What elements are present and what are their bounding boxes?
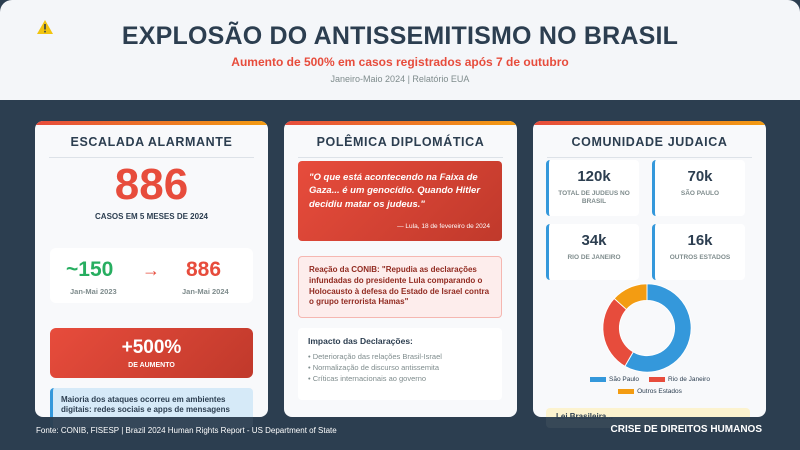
warning-icon — [37, 20, 53, 34]
legend-entry: Outros Estados — [618, 388, 682, 395]
legend-swatch — [618, 388, 635, 394]
report-period: Janeiro-Maio 2024 | Relatório EUA — [330, 74, 470, 84]
cases-2023-value: ~150 — [66, 258, 114, 281]
increase-value: +500% — [121, 337, 182, 358]
list-item: • Normalização de discurso antissemita — [308, 362, 440, 372]
stat-sao-paulo: 70k SÃO PAULO — [652, 160, 745, 216]
chart-legend: São Paulo Rio de Janeiro Outros Estados — [545, 376, 755, 400]
impact-title: Impacto das Declarações: — [308, 336, 413, 346]
legend-label: Rio de Janeiro — [668, 376, 710, 383]
increase-label: DE AUMENTO — [128, 362, 175, 369]
stat-outros: 16k OUTROS ESTADOS — [652, 224, 745, 280]
list-item: • Deterioração das relações Brasil-Israe… — [308, 352, 442, 361]
stat-value: 120k — [577, 168, 611, 185]
lula-quote: "O que está acontecendo na Faixa de Gaza… — [298, 161, 502, 241]
footer-tag: CRISE DE DIREITOS HUMANOS — [610, 424, 763, 435]
footer: Fonte: CONIB, FISESP | Brazil 2024 Human… — [14, 417, 786, 444]
card-accent-bar — [35, 121, 268, 125]
arrow-right-icon: → — [142, 260, 160, 280]
header: EXPLOSÃO DO ANTISSEMITISMO NO BRASIL Aum… — [0, 0, 800, 100]
divider — [49, 157, 254, 158]
cases-2024-label: Jan-Mai 2024 — [182, 287, 229, 296]
card-heading: ESCALADA ALARMANTE — [70, 135, 233, 149]
stat-total: 120k TOTAL DE JUDEUS NO BRASIL — [546, 160, 639, 216]
stat-value: 16k — [687, 232, 713, 249]
impact-box: Impacto das Declarações: • Deterioração … — [298, 328, 502, 400]
quote-text: "O que está acontecendo na Faixa de Gaza… — [309, 172, 481, 210]
page-subtitle: Aumento de 500% em casos registrados apó… — [231, 55, 569, 69]
donut-slice-outros-estados — [613, 283, 648, 311]
list-item: • Críticas internacionais ao governo — [308, 373, 427, 383]
donut-slice-rio-de-janeiro — [602, 297, 634, 367]
footer-source: Fonte: CONIB, FISESP | Brazil 2024 Human… — [36, 426, 337, 435]
population-donut-chart — [602, 283, 692, 373]
increase-badge: +500% DE AUMENTO — [50, 328, 253, 378]
divider — [298, 157, 503, 158]
legend-row: Outros Estados — [545, 388, 755, 400]
stat-label: OUTROS ESTADOS — [669, 254, 731, 261]
card-accent-bar — [533, 121, 766, 125]
conib-reaction: Reação da CONIB: "Repudia as declarações… — [298, 256, 502, 318]
stat-label: TOTAL DE JUDEUS NO BRASIL — [558, 190, 630, 206]
divider — [547, 157, 752, 158]
total-cases-caption: CASOS EM 5 MESES DE 2024 — [95, 212, 208, 221]
legend-entry: Rio de Janeiro — [649, 376, 710, 383]
card-heading: COMUNIDADE JUDAICA — [571, 135, 728, 149]
cases-2023-label: Jan-Mai 2023 — [70, 287, 117, 296]
legend-label: São Paulo — [609, 376, 640, 383]
legend-label: Outros Estados — [637, 388, 682, 395]
quote-source: — Lula, 18 de fevereiro de 2024 — [397, 223, 490, 230]
stat-label: SÃO PAULO — [680, 190, 720, 197]
total-cases-number: 886 — [114, 160, 189, 209]
cases-2024-value: 886 — [186, 258, 222, 281]
card-heading: POLÊMICA DIPLOMÁTICA — [316, 135, 485, 149]
page-title: EXPLOSÃO DO ANTISSEMITISMO NO BRASIL — [121, 22, 679, 50]
legend-swatch — [590, 376, 607, 382]
legend-row: São Paulo Rio de Janeiro — [545, 376, 755, 388]
year-comparison: ~150 → 886 Jan-Mai 2023 Jan-Mai 2024 — [50, 248, 253, 303]
stat-value: 34k — [581, 232, 607, 249]
stat-label: RIO DE JANEIRO — [567, 254, 621, 261]
legend-entry: São Paulo — [590, 376, 639, 383]
card-accent-bar — [284, 121, 517, 125]
stat-rio: 34k RIO DE JANEIRO — [546, 224, 639, 280]
stat-value: 70k — [687, 168, 713, 185]
donut-slice-são-paulo — [624, 283, 692, 373]
legend-swatch — [649, 376, 666, 382]
